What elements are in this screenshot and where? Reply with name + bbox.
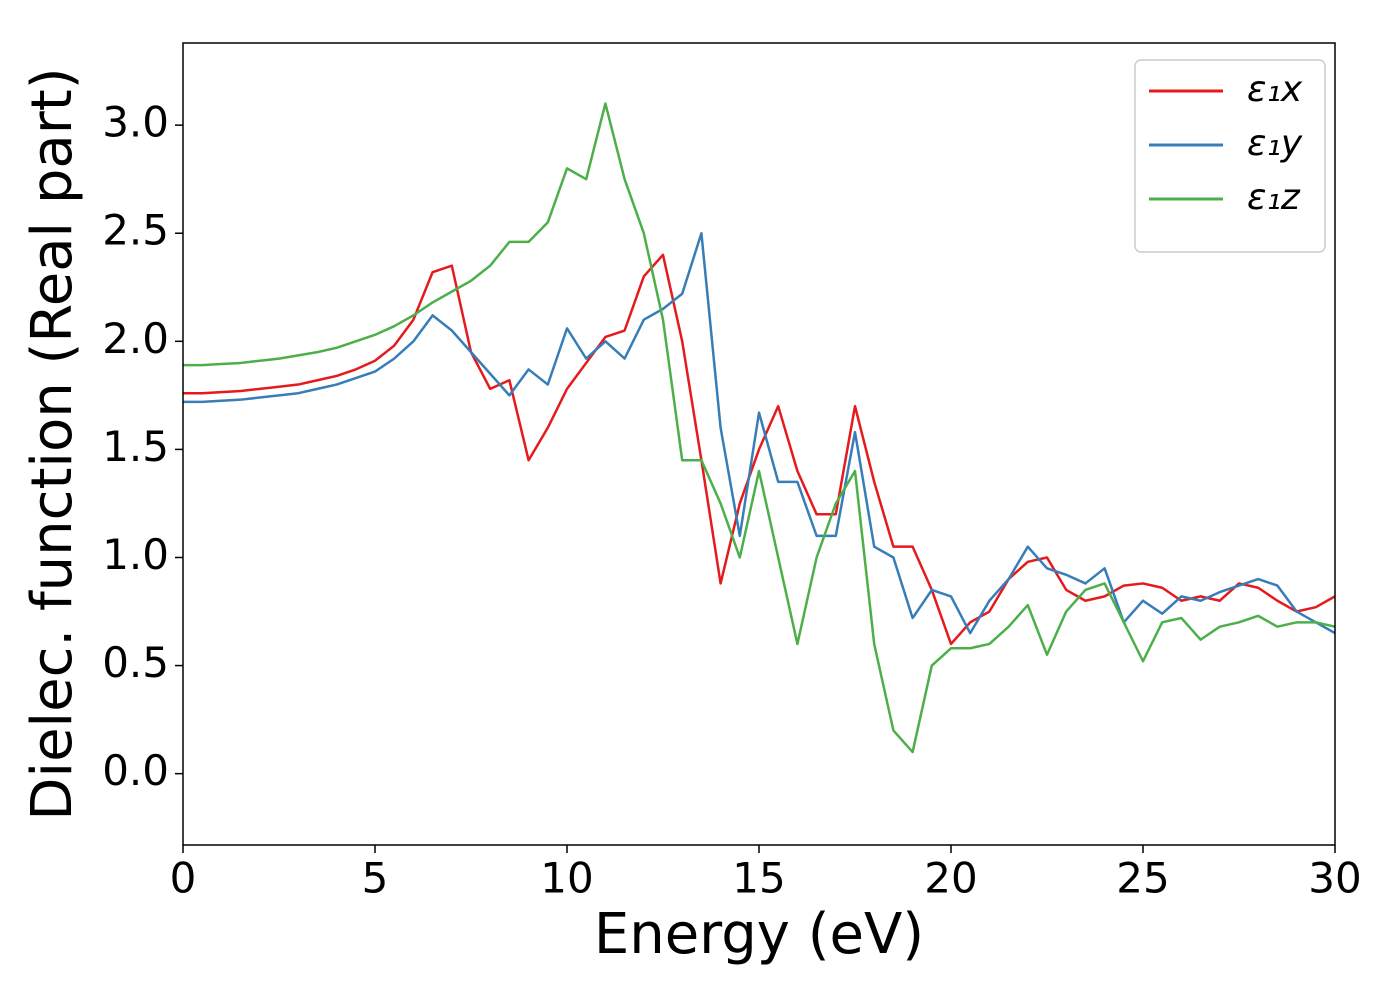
data-line bbox=[183, 231, 1336, 635]
x-axis-label: Energy (eV) bbox=[594, 902, 924, 967]
legend-label: ε₁z bbox=[1247, 177, 1301, 218]
data-line bbox=[183, 102, 1336, 754]
y-tick-label: 1.5 bbox=[102, 422, 169, 471]
data-line bbox=[183, 253, 1336, 646]
y-tick-label: 1.0 bbox=[102, 530, 169, 579]
legend-box bbox=[1134, 59, 1326, 253]
legend-label: ε₁x bbox=[1247, 69, 1303, 110]
y-tick-label: 3.0 bbox=[102, 98, 169, 147]
x-tick-label: 25 bbox=[1116, 854, 1169, 903]
x-tick-label: 20 bbox=[924, 854, 977, 903]
x-tick-label: 30 bbox=[1308, 854, 1361, 903]
y-tick-label: 2.5 bbox=[102, 206, 169, 255]
x-tick-label: 0 bbox=[170, 854, 197, 903]
x-tick-label: 10 bbox=[540, 854, 593, 903]
legend-label: ε₁y bbox=[1247, 123, 1303, 164]
plot-frame bbox=[182, 42, 1336, 846]
y-tick-label: 0.5 bbox=[102, 638, 169, 687]
x-tick-label: 15 bbox=[732, 854, 785, 903]
y-tick-label: 0.0 bbox=[102, 746, 169, 795]
y-axis-label: Dielec. function (Real part) bbox=[20, 67, 85, 820]
x-tick-label: 5 bbox=[362, 854, 389, 903]
y-tick-label: 2.0 bbox=[102, 314, 169, 363]
